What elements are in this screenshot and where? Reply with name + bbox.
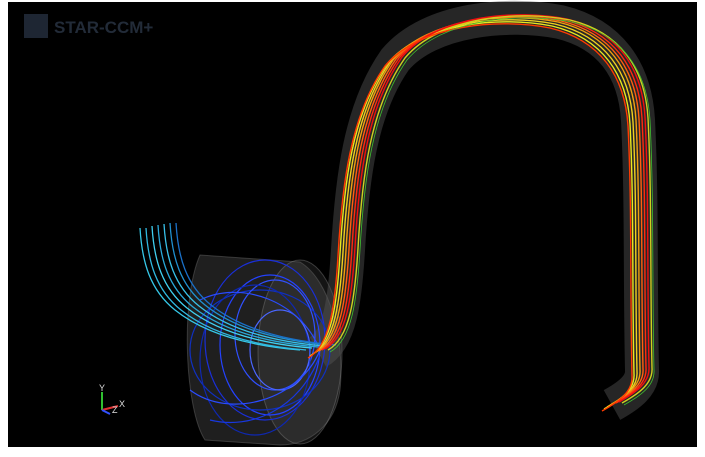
viewport: STAR-CCM+ [0,0,705,457]
x-axis-label: X [119,399,125,409]
y-axis-label: Y [99,383,105,393]
logo: STAR-CCM+ [24,14,153,38]
logo-text: STAR-CCM+ [54,18,153,37]
logo-icon [24,14,48,38]
z-axis-label: Z [112,405,118,415]
page: STAR-CCM+ [0,0,705,457]
